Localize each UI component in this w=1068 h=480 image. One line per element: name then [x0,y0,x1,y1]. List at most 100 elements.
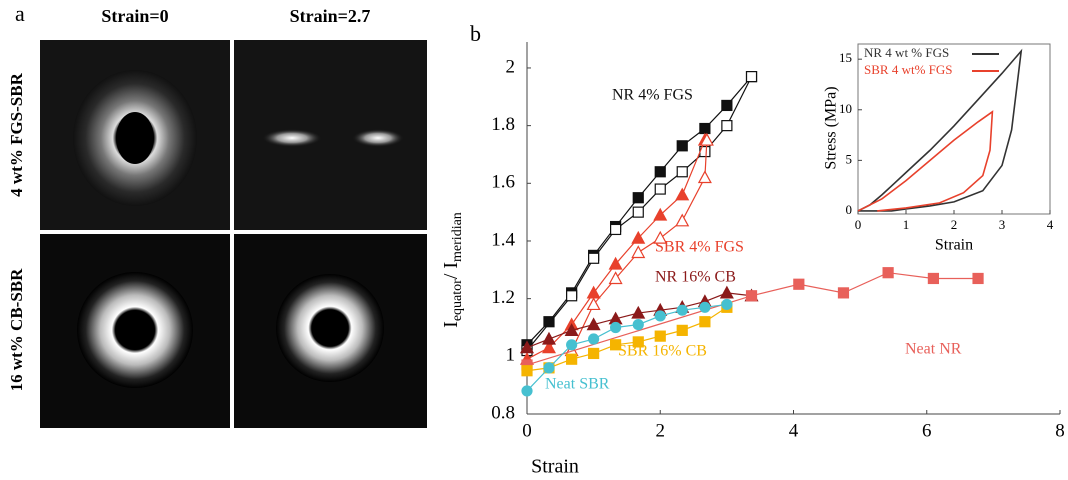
marker [745,290,758,302]
marker [543,316,555,328]
marker [608,271,623,285]
x-tick-label: 4 [789,420,799,441]
x-tick-label: 2 [951,217,958,232]
beamstop [120,313,150,347]
x-tick-label: 3 [999,217,1006,232]
legend-label: SBR 4 wt% FGS [864,62,953,77]
x-tick-label: 0 [522,420,532,441]
series-label: SBR 16% CB [618,343,707,360]
saxs-images [40,40,427,428]
panel-label: b [470,21,481,46]
x-tick-label: 4 [1047,217,1054,232]
series-label: NR 4% FGS [612,87,693,104]
y-tick-label: 0 [846,202,853,217]
series-line [526,76,753,351]
marker [610,223,622,236]
marker [566,353,578,365]
marker [610,339,622,351]
y-tick-label: 1.2 [491,287,515,308]
marker [566,339,578,351]
series-label: Neat SBR [545,376,610,393]
x-tick-label: 1 [903,217,910,232]
marker [631,245,646,259]
series-line [571,140,708,351]
series-line [857,110,994,212]
y-tick-label: 15 [839,50,852,65]
marker [610,321,622,334]
row-header: 4 wt% FGS-SBR [7,72,26,196]
marker [653,230,668,244]
marker [586,285,601,299]
series-line [857,48,1023,212]
series-label: NR 16% CB [655,269,736,286]
row-header: 16 wt% CB-SBR [7,268,26,392]
marker [654,166,666,178]
marker [721,120,733,132]
inset-y-label: Stress (MPa) [823,86,840,169]
y-label-part: equator [450,279,465,321]
marker [564,323,579,336]
series-label: SBR 4% FGS [655,239,744,256]
y-tick-label: 1 [506,345,516,366]
marker [632,206,644,218]
streak [352,129,404,147]
marker [631,305,646,319]
marker [699,132,714,146]
marker [519,340,535,354]
legend-label: NR 4 wt % FGS [864,45,949,60]
marker [721,99,733,112]
marker [586,317,601,331]
x-tick-label: 6 [922,420,932,441]
marker [653,207,668,221]
marker [675,213,690,227]
y-tick-label: 1.8 [491,114,515,135]
y-label-part: meridian [450,212,465,262]
y-tick-label: 10 [839,101,852,116]
marker [699,316,711,328]
marker [654,183,666,195]
y-tick-label: 1.6 [491,172,515,193]
marker [699,301,711,313]
marker [588,252,600,264]
marker [745,71,758,83]
x-tick-label: 8 [1055,420,1065,441]
marker [699,122,711,135]
marker [566,290,578,302]
marker [654,330,666,342]
x-tick-label: 2 [656,420,666,441]
y-tick-label: 0.8 [491,402,515,423]
column-header: Strain=0 [101,6,168,26]
y-label-part: / I [440,262,462,279]
beamstop [116,112,154,164]
y-axis-label: Iequator/ Imeridian [440,212,466,328]
marker [543,362,555,374]
column-header: Strain=2.7 [290,6,371,26]
marker [586,297,601,311]
marker [793,278,805,290]
marker [697,170,712,184]
marker [721,298,733,311]
marker [675,187,690,201]
y-tick-label: 2 [506,56,516,77]
marker [588,333,600,345]
marker [676,324,688,336]
marker [676,304,688,316]
marker [632,319,644,331]
inset-x-label: Strain [935,237,973,254]
marker [719,285,734,299]
marker [654,310,666,322]
marker [676,140,688,152]
y-tick-label: 5 [846,151,853,166]
marker [632,336,644,348]
marker [608,256,623,270]
marker [837,287,850,299]
marker [521,365,533,377]
marker [972,272,984,285]
panel-label: a [15,1,25,26]
y-label-part: I [440,321,462,328]
marker [588,347,600,360]
marker [541,340,556,354]
series-label: Neat NR [905,341,962,358]
